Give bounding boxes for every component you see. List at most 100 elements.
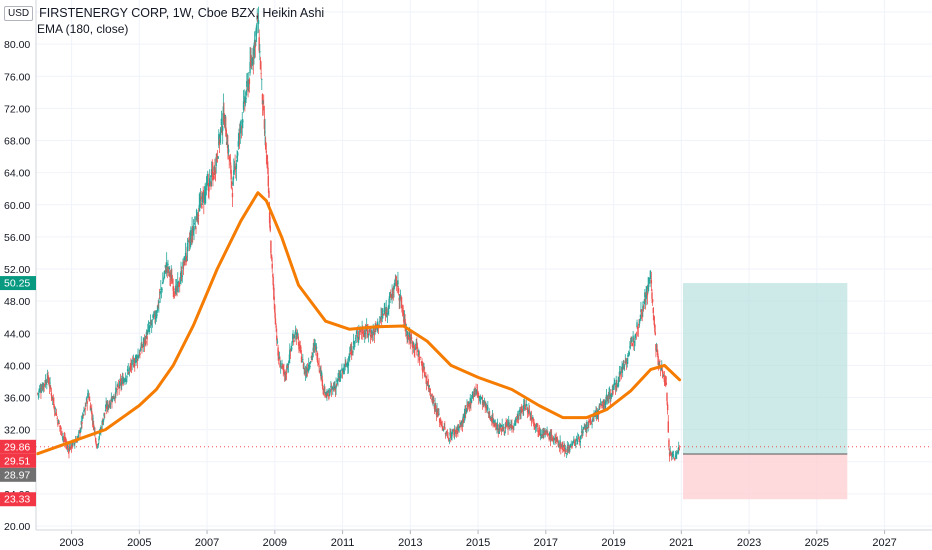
candle-body xyxy=(516,418,518,423)
candle-body xyxy=(463,418,465,422)
candle-body xyxy=(370,336,372,338)
profit-zone[interactable] xyxy=(683,283,848,454)
price-badges: 50.25 29.86 29.51 28.97 23.33 xyxy=(0,276,36,507)
candle-body xyxy=(58,423,60,424)
candle-body xyxy=(109,403,112,405)
candle-body xyxy=(214,171,217,172)
candle-body xyxy=(454,430,456,433)
candle-body xyxy=(532,419,535,421)
price-badge xyxy=(0,453,36,468)
candle-body xyxy=(468,404,471,408)
candle-body xyxy=(465,409,468,412)
candle-body xyxy=(670,452,672,454)
candle-body xyxy=(564,448,567,450)
candle-body xyxy=(118,387,120,389)
candle-body xyxy=(626,359,628,363)
candle-body xyxy=(352,351,354,353)
candle-body xyxy=(549,435,552,441)
y-tick-label: 60.00 xyxy=(4,200,30,212)
candle-body xyxy=(423,366,425,368)
candle-body xyxy=(503,430,505,433)
candle-body xyxy=(568,447,570,450)
candle-body xyxy=(175,285,177,293)
candle-body xyxy=(416,344,418,349)
candle-body xyxy=(64,438,66,442)
candle-body xyxy=(76,441,78,443)
candle-body xyxy=(52,398,55,402)
candle-body xyxy=(417,354,419,357)
position-zones[interactable] xyxy=(683,283,848,500)
candle-body xyxy=(238,133,240,140)
candle-body xyxy=(78,430,81,432)
candle-body xyxy=(228,155,230,160)
candle-body xyxy=(496,424,499,427)
candle-body xyxy=(57,420,60,424)
candle-body xyxy=(580,435,582,440)
candle-body xyxy=(67,448,70,450)
candle-body xyxy=(552,439,554,441)
candle-body xyxy=(404,318,406,324)
candle-body xyxy=(338,377,341,381)
candle-body xyxy=(565,450,567,453)
candle-body xyxy=(149,321,152,325)
candle-body xyxy=(522,404,525,410)
candle-body xyxy=(123,379,126,381)
candle-body xyxy=(514,423,516,424)
candle-body xyxy=(267,175,270,187)
candle-body xyxy=(194,226,197,227)
candle-body xyxy=(388,295,391,300)
candle-body xyxy=(641,313,643,315)
candle-body xyxy=(387,308,389,312)
candle-body xyxy=(154,317,157,320)
candle-body xyxy=(139,348,142,351)
candle-body xyxy=(467,404,470,407)
candle-body xyxy=(322,388,325,390)
candle-body xyxy=(369,334,372,337)
candle-body xyxy=(324,392,327,394)
candle-body xyxy=(310,356,313,358)
symbol-title[interactable]: FIRSTENERGY CORP, 1W, Cboe BZX, Heikin A… xyxy=(39,6,325,20)
candle-body xyxy=(422,370,425,371)
candle-body xyxy=(377,321,379,325)
loss-zone[interactable] xyxy=(683,453,848,500)
candle-body xyxy=(132,357,134,359)
candle-body xyxy=(528,410,531,412)
candle-body xyxy=(282,366,284,371)
currency-badge[interactable]: USD xyxy=(4,5,34,21)
candle-body xyxy=(350,349,353,356)
candle-body xyxy=(201,193,204,203)
candle-body xyxy=(46,383,48,385)
candle-body xyxy=(496,427,498,429)
candle-body xyxy=(169,274,171,277)
candle-body xyxy=(373,331,376,336)
candle-body xyxy=(38,390,40,393)
candle-body xyxy=(312,347,314,351)
candle-body xyxy=(317,360,319,364)
candle-body xyxy=(280,365,283,367)
candle-body xyxy=(206,183,208,186)
candle-body xyxy=(242,120,244,123)
candle-body xyxy=(83,409,86,411)
candle-body xyxy=(197,218,199,220)
candle-body xyxy=(236,152,239,156)
candle-body xyxy=(246,80,248,87)
candle-body xyxy=(311,353,314,356)
candle-body xyxy=(246,81,249,83)
candle-body xyxy=(227,144,229,154)
candle-body xyxy=(245,98,247,99)
indicator-label[interactable]: EMA (180, close) xyxy=(37,22,129,36)
candle-body xyxy=(629,346,631,348)
candle-body xyxy=(163,276,165,278)
candle-body xyxy=(631,340,633,342)
candle-body xyxy=(50,392,53,396)
candle-body xyxy=(542,434,544,436)
candle-body xyxy=(571,446,573,448)
candle-body xyxy=(124,377,127,381)
candle-body xyxy=(342,368,344,372)
candle-body xyxy=(620,370,623,372)
candle-body xyxy=(42,386,44,389)
candle-body xyxy=(264,131,266,133)
candle-body xyxy=(674,459,676,460)
candle-body xyxy=(255,30,257,37)
